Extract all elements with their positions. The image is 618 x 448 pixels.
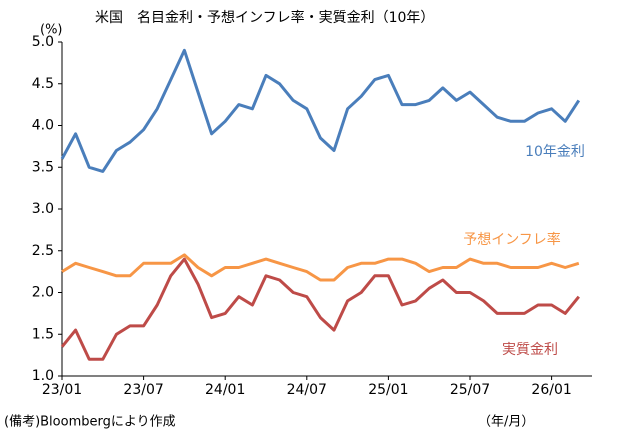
series-label: 予想インフレ率 [463,231,561,248]
note: (備考)Bloombergにより作成 [4,414,176,430]
y-tick-label: 5.0 [32,34,54,50]
series-label: 実質金利 [502,342,558,358]
series-line [60,48,581,173]
x-axis-label: （年/月） [478,415,534,430]
y-tick-label: 2.0 [32,285,54,301]
y-tick-label: 1.0 [32,368,54,384]
y-tick-label: 3.5 [32,159,54,175]
y-unit: (%) [40,23,63,38]
y-tick-label: 2.5 [32,243,54,259]
y-tick-label: 4.0 [32,118,54,134]
x-tick-label: 26/01 [531,382,571,398]
series-line [60,257,580,361]
y-tick-label: 3.0 [32,201,54,217]
x-tick-label: 23/01 [42,382,82,398]
x-tick-label: 25/01 [368,382,408,398]
x-tick-label: 25/07 [450,382,490,398]
x-tick-label: 24/01 [205,382,245,398]
y-tick-label: 1.5 [32,326,54,342]
series-label: 10年金利 [525,144,585,160]
y-tick-label: 4.5 [32,76,54,92]
x-tick-label: 24/07 [287,382,327,398]
series-line [61,253,580,282]
chart-title: 米国 名目金利・予想インフレ率・実質金利（10年） [95,9,434,26]
x-tick-label: 23/07 [123,382,163,398]
